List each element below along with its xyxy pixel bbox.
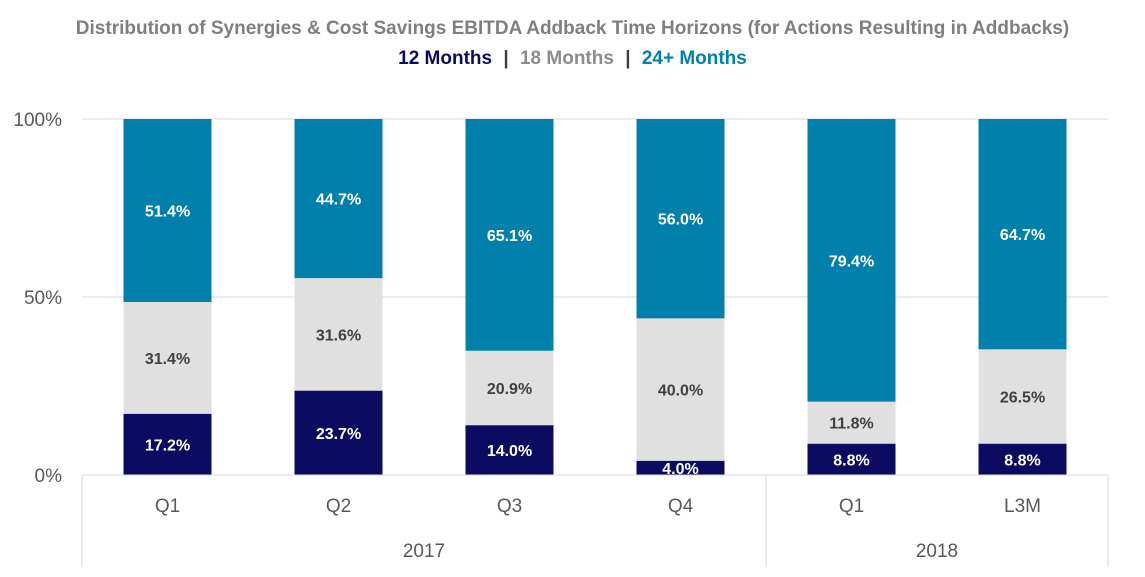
data-label: 56.0% xyxy=(658,212,703,229)
data-label: 20.9% xyxy=(487,381,532,398)
chart-legend: 12 Months | 18 Months | 24+ Months xyxy=(0,48,1145,70)
y-tick-label: 0% xyxy=(35,466,63,487)
data-label: 44.7% xyxy=(316,192,361,209)
bar-segment-12-months xyxy=(636,460,725,475)
bar-segment-18-months xyxy=(465,350,554,426)
bar-segment-24-months xyxy=(636,119,725,319)
bar-segment-18-months xyxy=(294,278,383,391)
bar-segment-18-months xyxy=(123,301,212,414)
data-label: 4.0% xyxy=(662,461,698,478)
x-group-label: 2017 xyxy=(403,541,445,562)
bar-segment-24-months xyxy=(465,119,554,351)
x-tick-label: Q4 xyxy=(668,496,694,517)
y-tick-label: 50% xyxy=(24,288,62,309)
bar-segment-12-months xyxy=(807,443,896,475)
data-label: 64.7% xyxy=(1000,227,1045,244)
x-tick-label: Q1 xyxy=(839,496,864,517)
legend-item-18-months: 18 Months xyxy=(519,48,614,69)
data-label: 51.4% xyxy=(145,203,190,220)
chart-title: Distribution of Synergies & Cost Savings… xyxy=(75,18,1070,39)
x-tick-label: L3M xyxy=(1004,496,1041,517)
bar-segment-12-months xyxy=(123,413,212,475)
legend-separator: | xyxy=(625,48,631,69)
bar-segment-12-months xyxy=(978,443,1067,475)
bar-segment-18-months xyxy=(978,349,1067,444)
x-group-label: 2018 xyxy=(916,541,958,562)
x-tick-label: Q3 xyxy=(497,496,522,517)
bar-segment-18-months xyxy=(636,318,725,461)
bar-segment-24-months xyxy=(978,119,1067,350)
data-label: 23.7% xyxy=(316,426,361,443)
data-label: 17.2% xyxy=(145,437,190,454)
data-label: 65.1% xyxy=(487,228,532,245)
data-label: 79.4% xyxy=(829,253,874,270)
bar-segment-24-months xyxy=(123,119,212,302)
x-tick-label: Q2 xyxy=(326,496,351,517)
data-label: 31.6% xyxy=(316,327,361,344)
legend-item-12-months: 12 Months xyxy=(398,48,493,69)
data-label: 26.5% xyxy=(1000,390,1045,407)
bar-segment-18-months xyxy=(807,401,896,444)
y-tick-label: 100% xyxy=(13,110,62,131)
bar-segment-12-months xyxy=(465,425,554,475)
data-label: 40.0% xyxy=(658,383,703,400)
data-label: 11.8% xyxy=(829,416,873,433)
bar-segment-24-months xyxy=(807,119,896,402)
bar-segment-12-months xyxy=(294,390,383,475)
data-label: 31.4% xyxy=(145,351,190,368)
legend-separator: | xyxy=(503,48,509,69)
bar-segment-24-months xyxy=(294,119,383,279)
data-label: 14.0% xyxy=(487,443,532,460)
legend-item-24-months: 24+ Months xyxy=(641,48,747,69)
data-label: 8.8% xyxy=(833,452,869,469)
data-label: 8.8% xyxy=(1004,452,1040,469)
x-tick-label: Q1 xyxy=(155,496,180,517)
